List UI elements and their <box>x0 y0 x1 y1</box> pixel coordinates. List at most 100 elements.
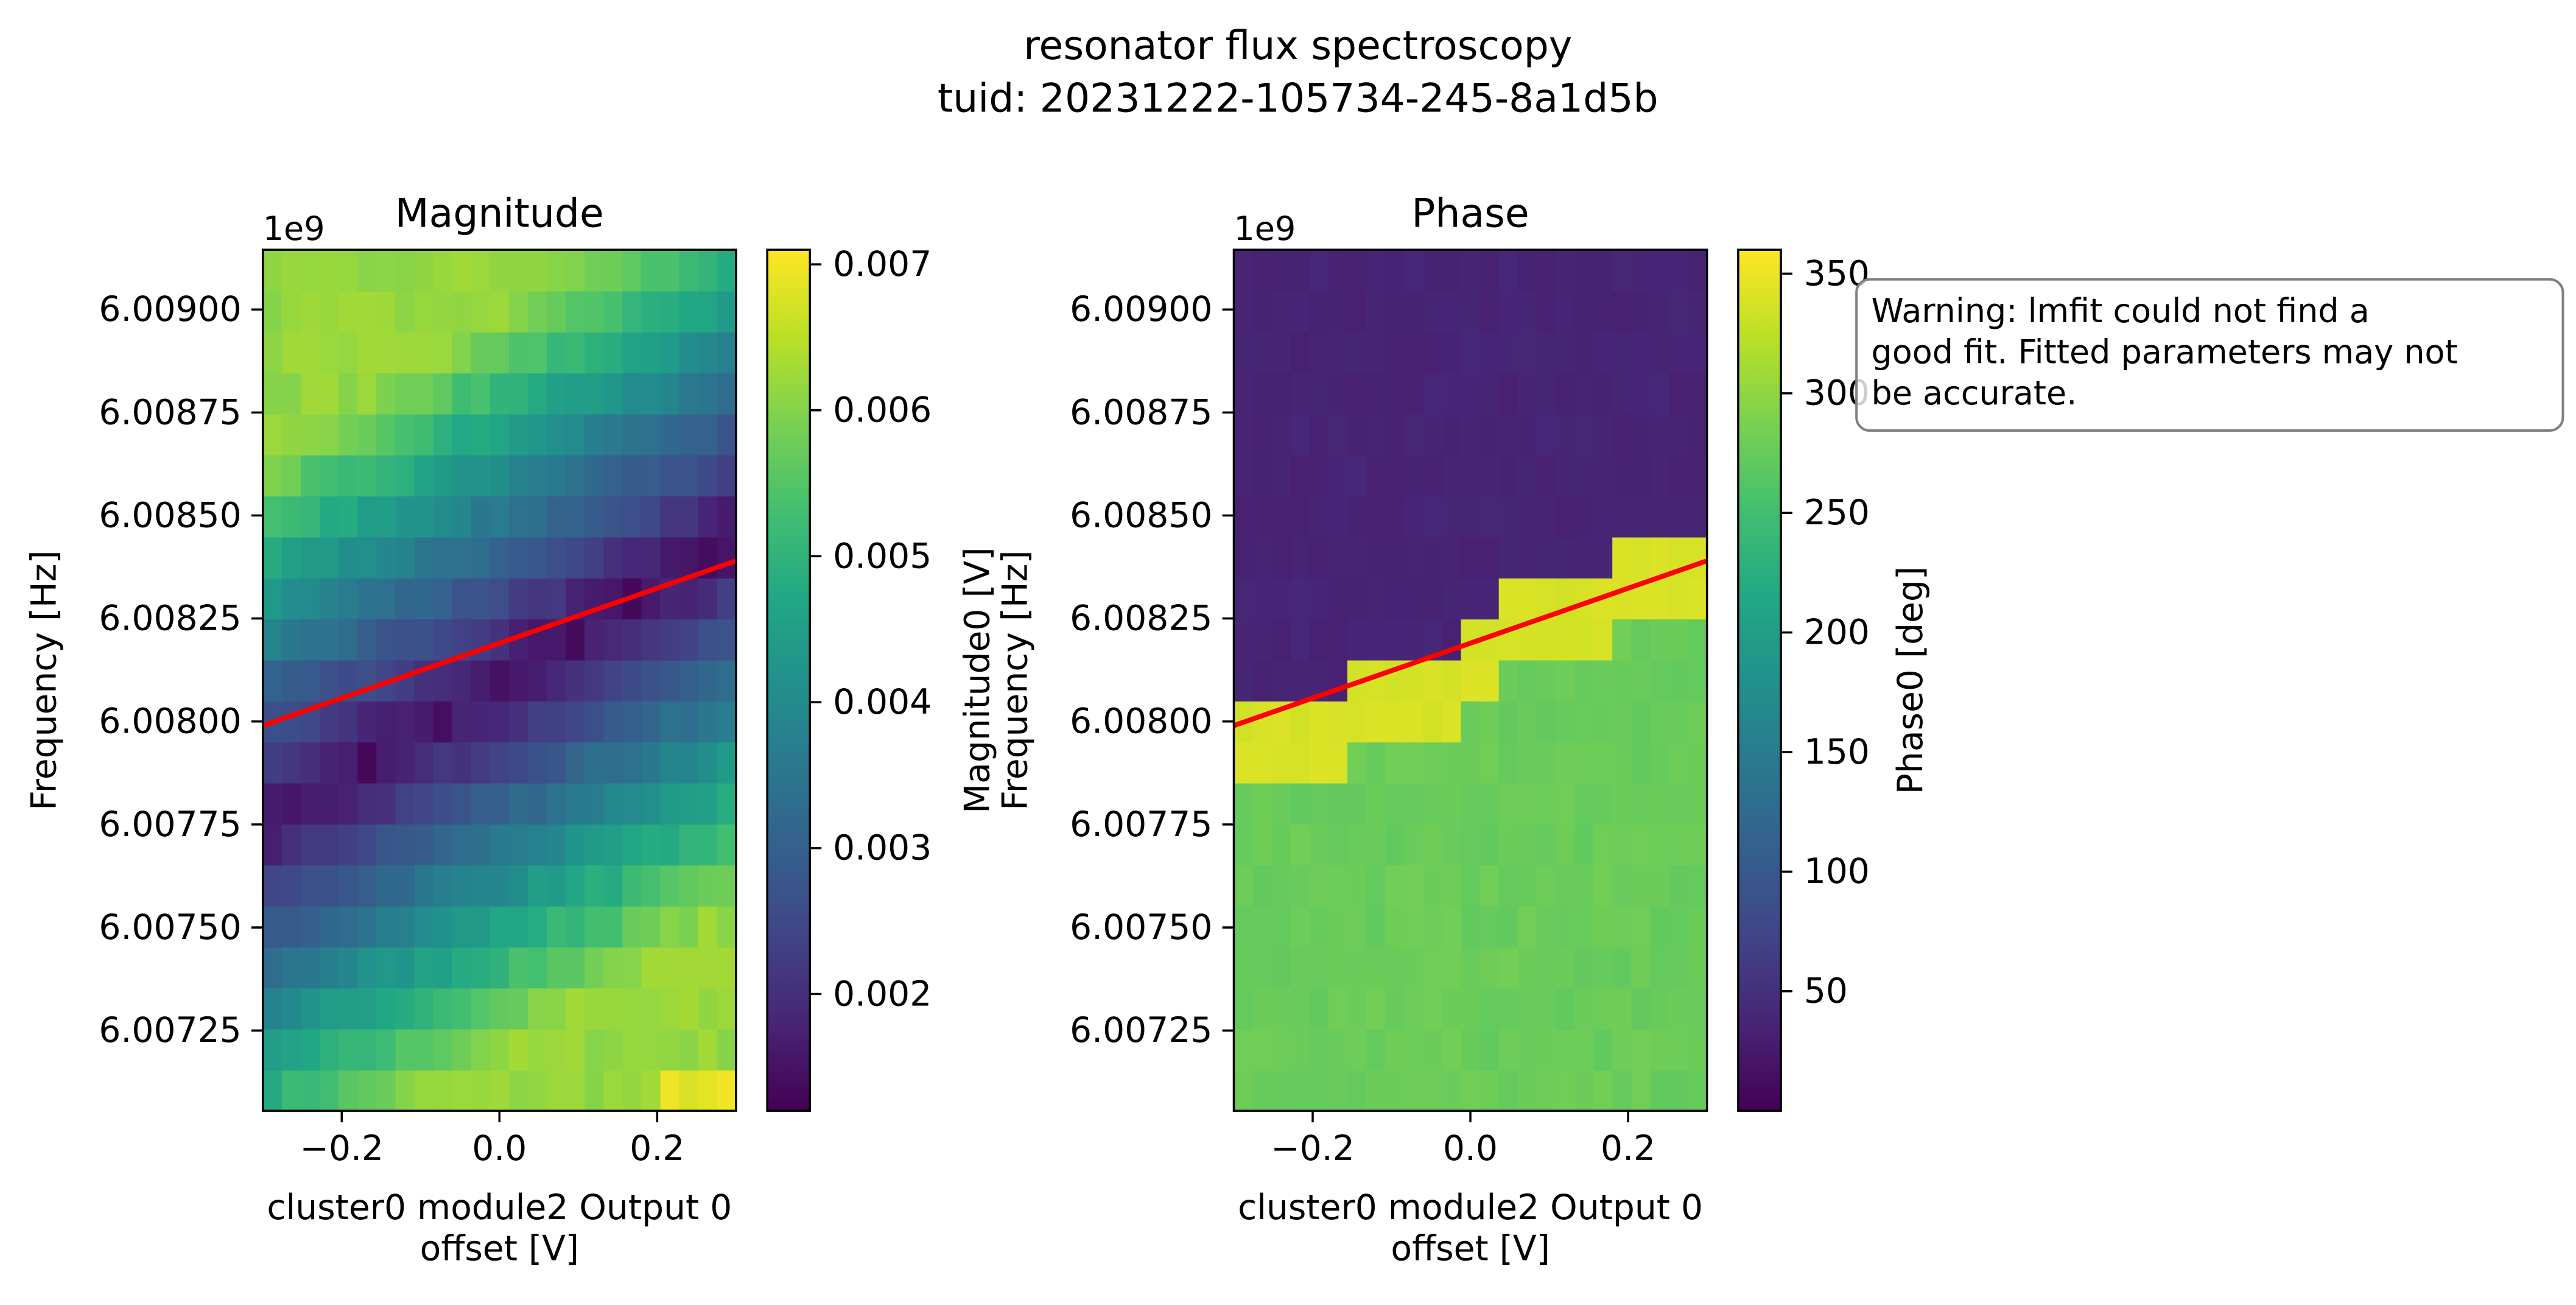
phase-heatmap-cell <box>1593 373 1613 415</box>
magnitude-heatmap-cell <box>262 331 283 374</box>
phase-heatmap-cell <box>1404 823 1424 866</box>
phase-heatmap-cell <box>1347 1069 1367 1112</box>
magnitude-heatmap-cell <box>641 290 661 332</box>
phase-heatmap-cell <box>1498 250 1518 292</box>
magnitude-heatmap-cell <box>622 946 642 989</box>
phase-heatmap-cell <box>1309 577 1330 620</box>
magnitude-heatmap-cell <box>547 1029 567 1071</box>
magnitude-heatmap-cell <box>622 413 642 456</box>
phase-heatmap-cell <box>1404 1069 1424 1112</box>
magnitude-heatmap-cell <box>281 413 301 456</box>
phase-heatmap-cell <box>1498 865 1518 907</box>
magnitude-heatmap-cell <box>433 373 453 415</box>
magnitude-heatmap-cell <box>300 413 321 456</box>
magnitude-colorbar-ticks: 0.002 0.003 0.004 0.005 0.006 0.007 <box>810 244 932 1014</box>
magnitude-heatmap-cell <box>262 373 283 415</box>
magnitude-heatmap-cell <box>603 331 623 374</box>
magnitude-heatmap-cell <box>471 660 491 702</box>
phase-heatmap-cell <box>1347 290 1367 332</box>
phase-x-tick-label: 0.0 <box>1443 1128 1498 1169</box>
phase-heatmap-cell <box>1404 577 1424 620</box>
magnitude-heatmap-cell <box>452 290 472 332</box>
phase-heatmap-cell <box>1290 906 1310 948</box>
phase-heatmap-cell <box>1252 906 1272 948</box>
phase-heatmap-cell <box>1574 454 1595 497</box>
magnitude-heatmap-cell <box>566 619 586 661</box>
magnitude-heatmap-cell <box>508 1029 529 1071</box>
phase-heatmap-cell <box>1347 250 1367 292</box>
phase-heatmap-cell <box>1517 906 1537 948</box>
phase-heatmap-cell <box>1290 823 1310 866</box>
phase-heatmap-cell <box>1366 783 1386 825</box>
phase-heatmap-cell <box>1461 660 1481 702</box>
phase-heatmap-cell <box>1612 865 1632 907</box>
magnitude-heatmap-cell <box>547 783 567 825</box>
magnitude-heatmap-cell <box>339 577 359 620</box>
phase-heatmap-cell <box>1612 619 1632 661</box>
phase-heatmap-cell <box>1555 454 1576 497</box>
magnitude-heatmap-cell <box>376 250 396 292</box>
magnitude-heatmap-cell <box>395 413 415 456</box>
phase-heatmap-cell <box>1309 1029 1330 1071</box>
magnitude-heatmap-cell <box>698 1029 718 1071</box>
phase-heatmap-cell <box>1442 496 1462 538</box>
magnitude-heatmap-cell <box>281 454 301 497</box>
magnitude-heatmap-cell <box>660 1069 680 1112</box>
phase-heatmap-cell <box>1385 783 1405 825</box>
magnitude-heatmap-cell <box>339 1069 359 1112</box>
magnitude-heatmap-cell <box>320 988 340 1030</box>
magnitude-heatmap-cell <box>433 946 453 989</box>
phase-heatmap-cell <box>1366 946 1386 989</box>
phase-heatmap-cell <box>1498 413 1518 456</box>
phase-heatmap-cell <box>1328 660 1349 702</box>
phase-heatmap-cell <box>1442 250 1462 292</box>
magnitude-heatmap-cell <box>679 331 699 374</box>
phase-heatmap-cell <box>1271 290 1291 332</box>
magnitude-heatmap-cell <box>584 373 605 415</box>
phase-heatmap-cell <box>1517 536 1537 579</box>
phase-heatmap-cell <box>1309 1069 1330 1112</box>
phase-heatmap-cell <box>1688 619 1708 661</box>
magnitude-heatmap-cell <box>357 783 377 825</box>
magnitude-x-tick-label: −0.2 <box>300 1128 384 1169</box>
magnitude-heatmap-cell <box>566 250 586 292</box>
magnitude-heatmap-cell <box>490 331 510 374</box>
magnitude-heatmap-cell <box>584 1069 605 1112</box>
phase-heatmap-cell <box>1574 906 1595 948</box>
phase-heatmap-cell <box>1650 946 1670 989</box>
magnitude-heatmap-cell <box>395 1069 415 1112</box>
magnitude-heatmap-cell <box>603 700 623 743</box>
magnitude-heatmap-cell <box>320 946 340 989</box>
phase-heatmap-cell <box>1347 331 1367 374</box>
magnitude-heatmap-cell <box>414 454 434 497</box>
magnitude-heatmap-cell <box>527 1069 548 1112</box>
phase-heatmap-cell <box>1688 988 1708 1030</box>
magnitude-heatmap-cell <box>584 783 605 825</box>
phase-heatmap-cell <box>1593 250 1613 292</box>
magnitude-heatmap-cell <box>622 823 642 866</box>
phase-heatmap-cell <box>1347 1029 1367 1071</box>
magnitude-heatmap-cell <box>320 660 340 702</box>
phase-heatmap-cell <box>1688 413 1708 456</box>
magnitude-colorbar-tick-label: 0.006 <box>833 390 932 431</box>
phase-y-tick-label: 6.00900 <box>1070 289 1212 329</box>
phase-heatmap-cell <box>1650 988 1670 1030</box>
magnitude-heatmap-cell <box>622 1069 642 1112</box>
magnitude-heatmap-cell <box>584 742 605 784</box>
magnitude-heatmap-cell <box>547 536 567 579</box>
phase-heatmap-cell <box>1612 946 1632 989</box>
phase-heatmap-cell <box>1688 783 1708 825</box>
magnitude-heatmap-cell <box>641 331 661 374</box>
magnitude-heatmap-cell <box>471 865 491 907</box>
magnitude-heatmap-cell <box>660 823 680 866</box>
phase-heatmap-cell <box>1423 331 1443 374</box>
magnitude-heatmap-cell <box>566 946 586 989</box>
phase-heatmap-cell <box>1612 823 1632 866</box>
phase-heatmap-cell <box>1290 290 1310 332</box>
magnitude-heatmap-cell <box>660 742 680 784</box>
phase-heatmap-cell <box>1612 331 1632 374</box>
magnitude-heatmap-cell <box>320 906 340 948</box>
phase-heatmap-cell <box>1536 783 1557 825</box>
phase-heatmap-cell <box>1631 250 1651 292</box>
magnitude-heatmap-cell <box>490 577 510 620</box>
